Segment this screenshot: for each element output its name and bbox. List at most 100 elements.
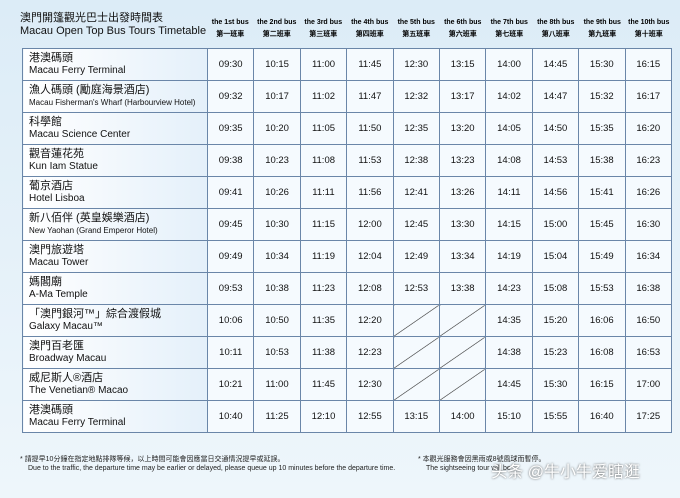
time: 13:34: [438, 240, 487, 273]
time: 16:26: [624, 176, 673, 209]
note-en: The sightseeing tour will be: [426, 465, 511, 472]
time: 11:23: [299, 272, 348, 305]
column-en: the 7th bus: [490, 19, 528, 26]
time: 14:02: [485, 80, 533, 113]
time: 11:05: [299, 112, 348, 145]
time: 12:32: [392, 80, 440, 113]
time: 14:23: [485, 272, 533, 305]
time: 12:10: [299, 400, 348, 433]
station: 澳門百老匯 Broadway Macau: [22, 336, 208, 369]
time: 13:15: [438, 48, 487, 81]
station: 港澳碼頭 Macau Ferry Terminal: [22, 400, 208, 433]
time: 11:02: [299, 80, 348, 113]
station: 港澳碼頭 Macau Ferry Terminal: [22, 48, 208, 81]
column-zh: 第八班車: [541, 31, 570, 38]
time: 14:05: [485, 112, 533, 145]
row: 港澳碼頭 Macau Ferry Terminal 10:40 11:25 12:10 1…: [22, 400, 673, 433]
column-header: the 10th bus 第十班車: [626, 17, 673, 41]
time: 11:53: [346, 144, 394, 177]
row: 葡京酒店 Hotel Lisboa 09:41 10:26 11:11 11:56 12:4…: [22, 176, 673, 209]
column-zh: 第七班車: [495, 31, 524, 38]
time: 13:38: [438, 272, 487, 305]
no-service: [438, 304, 487, 337]
time: 15:53: [578, 272, 626, 305]
time: 14:38: [485, 336, 533, 369]
time: 17:00: [624, 368, 673, 401]
watermark: 头条 @牛小牛爱瞎逛: [491, 464, 640, 481]
column-header: the 6th bus 第六班車: [440, 17, 487, 41]
time: 11:38: [299, 336, 348, 369]
time: 15:30: [578, 48, 626, 81]
time: 16:53: [624, 336, 673, 369]
title-en: Macau Open Top Bus Tours Timetable: [20, 25, 207, 37]
time: 15:35: [578, 112, 626, 145]
column-en: the 3rd bus: [304, 19, 343, 26]
time: 17:25: [624, 400, 673, 433]
time: 10:40: [206, 400, 255, 433]
time: 14:53: [531, 144, 580, 177]
time: 13:23: [438, 144, 487, 177]
time: 10:30: [253, 208, 301, 241]
station-zh: 漁人碼頭 (勵庭海景酒店): [29, 84, 150, 96]
time: 16:15: [624, 48, 673, 81]
station: 媽閣廟 A-Ma Temple: [22, 272, 208, 305]
time: 14:35: [485, 304, 533, 337]
time: 10:06: [206, 304, 255, 337]
station-en: Macau Ferry Terminal: [29, 417, 126, 428]
row: 澳門旅遊塔 Macau Tower 09:49 10:34 11:19 12:04 12:4…: [22, 240, 673, 273]
time: 11:35: [299, 304, 348, 337]
time: 10:17: [253, 80, 301, 113]
column-header: the 4th bus 第四班車: [347, 17, 394, 41]
column-zh: 第二班車: [262, 31, 291, 38]
time: 15:45: [578, 208, 626, 241]
time: 15:38: [578, 144, 626, 177]
row: 科學館 Macau Science Center 09:35 10:20 11:05 11…: [22, 112, 673, 145]
time: 10:26: [253, 176, 301, 209]
time: 12:45: [392, 208, 440, 241]
time: 09:45: [206, 208, 255, 241]
column-header: the 7th bus 第七班車: [486, 17, 533, 41]
time: 16:30: [624, 208, 673, 241]
column-zh: 第十班車: [634, 31, 663, 38]
note: * 本觀光服務會因黑雨或8號風球而暫停。 The sightseeing tour…: [418, 455, 546, 473]
station-zh: 觀音蓮花苑: [29, 148, 84, 160]
station-zh: 澳門旅遊塔: [29, 244, 84, 256]
station-zh: 「澳門銀河™」綜合渡假城: [29, 308, 161, 320]
time: 10:50: [253, 304, 301, 337]
station-zh: 葡京酒店: [29, 180, 73, 192]
note-zh: * 本觀光服務會因黑雨或8號風球而暫停。: [418, 456, 546, 463]
column-zh: 第四班車: [355, 31, 384, 38]
time: 11:50: [346, 112, 394, 145]
row: 「澳門銀河™」綜合渡假城 Galaxy Macau™ 10:06 10:50 11:35…: [22, 304, 673, 337]
no-service: [438, 336, 487, 369]
time: 16:15: [578, 368, 626, 401]
time: 14:56: [531, 176, 580, 209]
time: 11:19: [299, 240, 348, 273]
note-zh: * 請提早10分鐘在指定地點排隊等候，以上時間可能會因應當日交通情況提早或延誤。: [20, 456, 285, 463]
time: 15:41: [578, 176, 626, 209]
column-zh: 第五班車: [402, 31, 431, 38]
time: 09:30: [206, 48, 255, 81]
time: 15:30: [531, 368, 580, 401]
time: 16:06: [578, 304, 626, 337]
time: 10:11: [206, 336, 255, 369]
station-zh: 科學館: [29, 116, 62, 128]
time: 16:20: [624, 112, 673, 145]
time: 09:32: [206, 80, 255, 113]
time: 10:23: [253, 144, 301, 177]
time: 14:15: [485, 208, 533, 241]
column-zh: 第一班車: [216, 31, 245, 38]
station-en: Broadway Macau: [29, 353, 107, 364]
column-header: the 1st bus 第一班車: [207, 17, 254, 41]
time: 10:21: [206, 368, 255, 401]
column-header: the 2nd bus 第二班車: [254, 17, 301, 41]
time: 11:08: [299, 144, 348, 177]
station-zh: 港澳碼頭: [29, 404, 73, 416]
station-en: The Venetian® Macao: [29, 385, 129, 396]
timetable: 港澳碼頭 Macau Ferry Terminal 09:30 10:15 11:00 1…: [22, 48, 673, 433]
time: 16:40: [578, 400, 626, 433]
time: 09:49: [206, 240, 255, 273]
time: 12:38: [392, 144, 440, 177]
time: 12:20: [346, 304, 394, 337]
title: 澳門開篷觀光巴士出發時間表 Macau Open Top Bus Tours Ti…: [20, 12, 206, 38]
